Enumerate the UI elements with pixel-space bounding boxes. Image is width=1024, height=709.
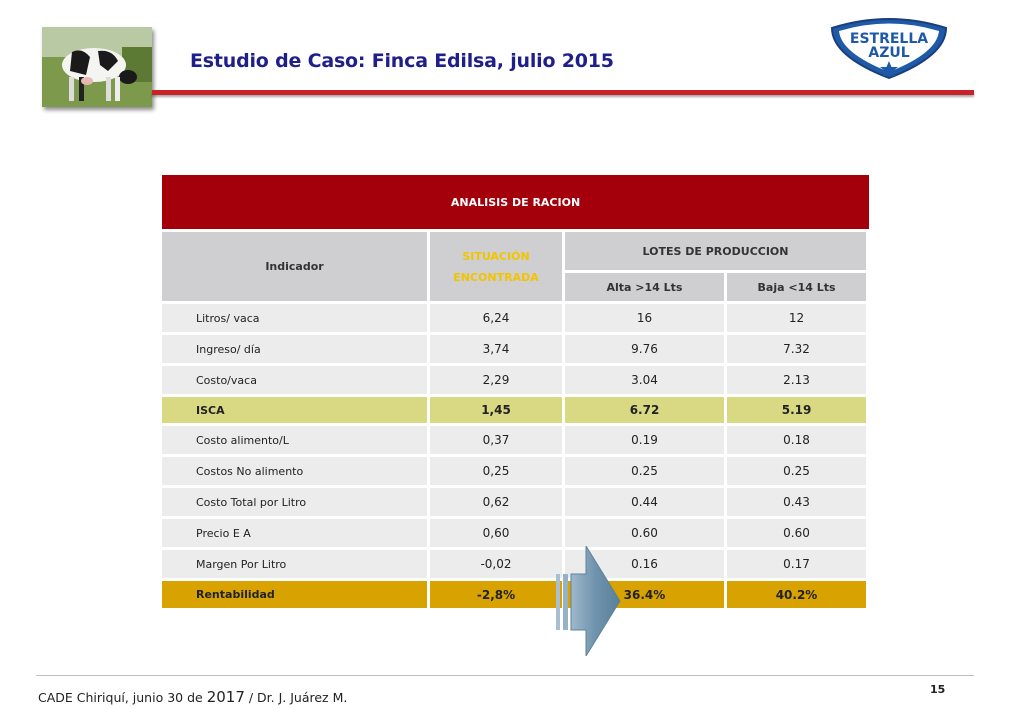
cell-baja: 0.25 <box>727 457 870 488</box>
row-label: ISCA <box>162 397 430 426</box>
cell-baja: 12 <box>727 304 870 335</box>
cell-alta: 6.72 <box>565 397 727 426</box>
table-title: ANALISIS DE RACION <box>162 175 870 232</box>
cell-alta: 0.60 <box>565 519 727 550</box>
cell-situacion: 3,74 <box>430 335 565 366</box>
cell-situacion: 2,29 <box>430 366 565 397</box>
cell-situacion: 0,60 <box>430 519 565 550</box>
row-label: Costo Total por Litro <box>162 488 430 519</box>
table-row: Ingreso/ día 3,74 9.76 7.32 <box>162 335 870 366</box>
cell-alta: 9.76 <box>565 335 727 366</box>
cell-baja: 0.17 <box>727 550 870 581</box>
cell-situacion: 0,25 <box>430 457 565 488</box>
row-label: Margen Por Litro <box>162 550 430 581</box>
table-row: Litros/ vaca 6,24 16 12 <box>162 304 870 335</box>
table-row-isca: ISCA 1,45 6.72 5.19 <box>162 397 870 426</box>
row-label: Rentabilidad <box>162 581 430 611</box>
cell-situacion: 1,45 <box>430 397 565 426</box>
table-row-rentabilidad: Rentabilidad -2,8% 36.4% 40.2% <box>162 581 870 611</box>
cell-alta: 0.44 <box>565 488 727 519</box>
col-header-situacion: SITUACIÓN ENCONTRADA <box>430 232 565 304</box>
cell-situacion: 0,37 <box>430 426 565 457</box>
footer-text: CADE Chiriquí, junio 30 de 2017 / Dr. J.… <box>38 688 347 706</box>
footer-year: 2017 <box>206 688 245 706</box>
col-header-indicador: Indicador <box>162 232 430 304</box>
cell-situacion: -2,8% <box>430 581 565 611</box>
cell-baja: 0.43 <box>727 488 870 519</box>
row-label: Precio E A <box>162 519 430 550</box>
table-row: Costos No alimento 0,25 0.25 0.25 <box>162 457 870 488</box>
ration-analysis-table: ANALISIS DE RACION Indicador SITUACIÓN E… <box>162 175 870 611</box>
cell-situacion: 0,62 <box>430 488 565 519</box>
cell-alta: 0.19 <box>565 426 727 457</box>
cell-baja: 0.18 <box>727 426 870 457</box>
estrella-azul-logo: ESTRELLA AZUL <box>824 16 954 82</box>
table-row: Margen Por Litro -0,02 0.16 0.17 <box>162 550 870 581</box>
cell-alta: 16 <box>565 304 727 335</box>
title-divider <box>152 90 974 95</box>
row-label: Costos No alimento <box>162 457 430 488</box>
row-label: Litros/ vaca <box>162 304 430 335</box>
cell-situacion: 6,24 <box>430 304 565 335</box>
col-header-lotes: LOTES DE PRODUCCION <box>565 232 870 273</box>
cow-photo <box>42 27 152 107</box>
cell-situacion: -0,02 <box>430 550 565 581</box>
col-header-baja: Baja <14 Lts <box>727 273 870 304</box>
table-row: Precio E A 0,60 0.60 0.60 <box>162 519 870 550</box>
svg-text:AZUL: AZUL <box>868 45 909 61</box>
row-label: Ingreso/ día <box>162 335 430 366</box>
cell-alta: 0.25 <box>565 457 727 488</box>
footer-suffix: / Dr. J. Juárez M. <box>244 690 348 705</box>
table-row: Costo/vaca 2,29 3.04 2.13 <box>162 366 870 397</box>
cell-baja: 0.60 <box>727 519 870 550</box>
svg-text:ESTRELLA: ESTRELLA <box>850 31 928 47</box>
right-arrow-icon <box>556 544 622 658</box>
cell-alta: 3.04 <box>565 366 727 397</box>
row-label: Costo/vaca <box>162 366 430 397</box>
col-header-situacion-line2: ENCONTRADA <box>453 270 539 284</box>
col-header-situacion-line1: SITUACIÓN <box>462 249 530 263</box>
page-number: 15 <box>930 683 946 696</box>
table-row: Costo alimento/L 0,37 0.19 0.18 <box>162 426 870 457</box>
col-header-alta: Alta >14 Lts <box>565 273 727 304</box>
cell-baja: 5.19 <box>727 397 870 426</box>
footer-prefix: CADE Chiriquí, junio 30 de <box>38 690 207 705</box>
table-row: Costo Total por Litro 0,62 0.44 0.43 <box>162 488 870 519</box>
page-title: Estudio de Caso: Finca Edilsa, julio 201… <box>190 50 614 72</box>
cell-baja: 2.13 <box>727 366 870 397</box>
cell-baja: 7.32 <box>727 335 870 366</box>
cell-baja: 40.2% <box>727 581 870 611</box>
row-label: Costo alimento/L <box>162 426 430 457</box>
footer-divider <box>36 675 974 676</box>
